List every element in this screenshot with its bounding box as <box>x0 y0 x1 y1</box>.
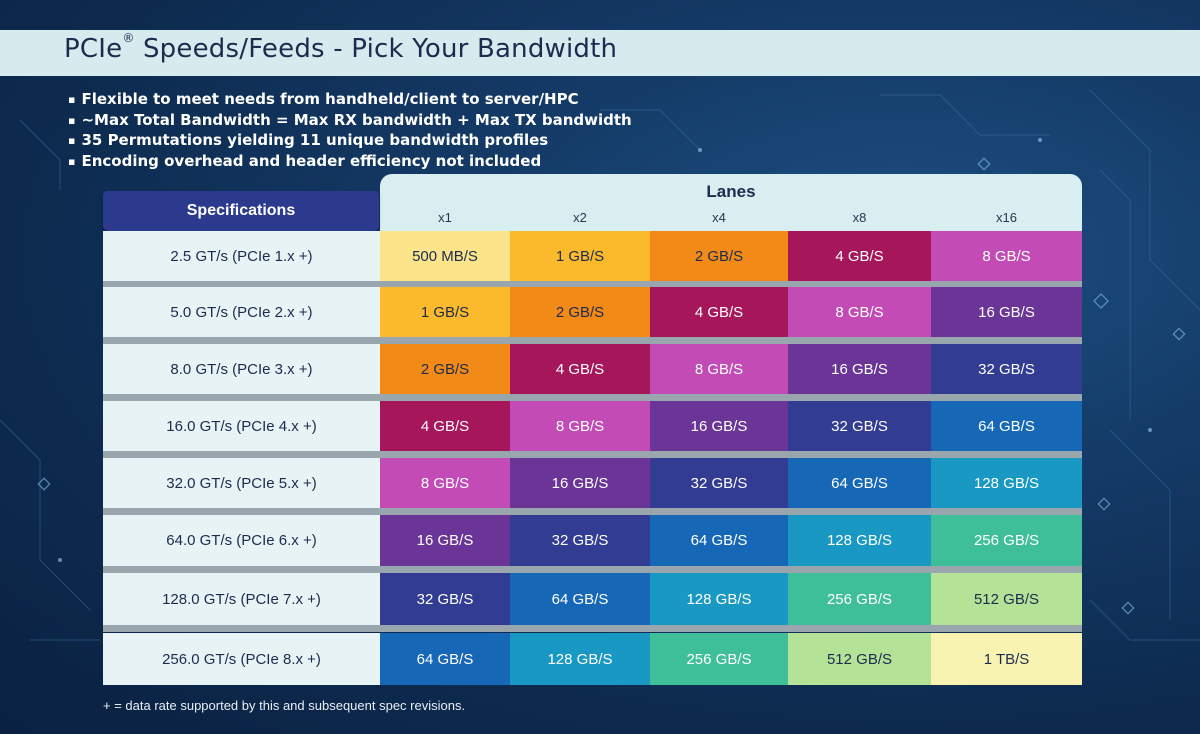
bandwidth-cell-x2: 2 GB/S <box>510 287 650 337</box>
footnote: + = data rate supported by this and subs… <box>103 698 466 713</box>
bandwidth-cell-x16: 1 TB/S <box>931 633 1082 685</box>
bullet-item: ~Max Total Bandwidth = Max RX bandwidth … <box>68 111 631 132</box>
bullet-item: Flexible to meet needs from handheld/cli… <box>68 90 632 111</box>
bandwidth-cell-x1: 4 GB/S <box>380 401 510 451</box>
bandwidth-cell-x16: 256 GB/S <box>931 515 1082 566</box>
bandwidth-cell-x4: 8 GB/S <box>650 344 788 394</box>
table-row: 32.0 GT/s (PCIe 5.x +) 8 GB/S 16 GB/S 32 GB… <box>103 458 1082 508</box>
bandwidth-cell-x4: 128 GB/S <box>650 573 788 625</box>
table-row: 8.0 GT/s (PCIe 3.x +) 2 GB/S 4 GB/S 8 GB/S 1… <box>103 344 1082 394</box>
bandwidth-cell-x1: 500 MB/S <box>380 231 510 281</box>
title-bar: PCIe® Speeds/Feeds - Pick Your Bandwidth <box>0 30 1200 76</box>
table-row: 256.0 GT/s (PCIe 8.x +) 64 GB/S 128 GB/S 25… <box>103 633 1082 685</box>
bullet-item: 35 Permutations yielding 11 unique bandw… <box>68 131 632 152</box>
spec-cell: 128.0 GT/s (PCIe 7.x +) <box>103 573 380 625</box>
lane-header-x2: x2 <box>573 210 587 225</box>
spec-cell: 2.5 GT/s (PCIe 1.x +) <box>103 231 380 281</box>
row-separator <box>103 625 1082 632</box>
bandwidth-cell-x2: 16 GB/S <box>510 458 650 508</box>
lane-header-x4: x4 <box>712 210 726 225</box>
row-separator <box>103 508 1082 515</box>
bandwidth-cell-x8: 512 GB/S <box>788 633 931 685</box>
bandwidth-cell-x8: 256 GB/S <box>788 573 931 625</box>
title-rest: Speeds/Feeds - Pick Your Bandwidth <box>134 34 618 64</box>
table-row: 64.0 GT/s (PCIe 6.x +) 16 GB/S 32 GB/S 64 G… <box>103 515 1082 566</box>
bandwidth-cell-x16: 64 GB/S <box>931 401 1082 451</box>
bandwidth-cell-x4: 16 GB/S <box>650 401 788 451</box>
bandwidth-cell-x16: 128 GB/S <box>931 458 1082 508</box>
specifications-header: Specifications <box>103 191 379 231</box>
bandwidth-cell-x8: 4 GB/S <box>788 231 931 281</box>
bandwidth-cell-x16: 8 GB/S <box>931 231 1082 281</box>
bandwidth-cell-x2: 4 GB/S <box>510 344 650 394</box>
bandwidth-cell-x4: 64 GB/S <box>650 515 788 566</box>
bandwidth-cell-x1: 8 GB/S <box>380 458 510 508</box>
row-separator <box>103 337 1082 344</box>
bandwidth-cell-x2: 128 GB/S <box>510 633 650 685</box>
table-row: 2.5 GT/s (PCIe 1.x +) 500 MB/S 1 GB/S 2 GB/… <box>103 231 1082 281</box>
row-separator <box>103 451 1082 458</box>
bandwidth-cell-x8: 16 GB/S <box>788 344 931 394</box>
bandwidth-cell-x8: 64 GB/S <box>788 458 931 508</box>
bandwidth-cell-x1: 1 GB/S <box>380 287 510 337</box>
bandwidth-cell-x2: 8 GB/S <box>510 401 650 451</box>
bandwidth-cell-x16: 32 GB/S <box>931 344 1082 394</box>
spec-cell: 5.0 GT/s (PCIe 2.x +) <box>103 287 380 337</box>
spec-cell: 8.0 GT/s (PCIe 3.x +) <box>103 344 380 394</box>
row-separator <box>103 281 1082 288</box>
bandwidth-cell-x1: 16 GB/S <box>380 515 510 566</box>
bandwidth-cell-x4: 32 GB/S <box>650 458 788 508</box>
page-title: PCIe® Speeds/Feeds - Pick Your Bandwidth <box>64 31 618 64</box>
bandwidth-cell-x1: 64 GB/S <box>380 633 510 685</box>
row-separator <box>103 566 1082 573</box>
bandwidth-cell-x16: 16 GB/S <box>931 287 1082 337</box>
bandwidth-cell-x1: 2 GB/S <box>380 344 510 394</box>
bandwidth-cell-x4: 256 GB/S <box>650 633 788 685</box>
lanes-header: Lanes x1 x2 x4 x8 x16 <box>380 174 1082 234</box>
bandwidth-cell-x8: 8 GB/S <box>788 287 931 337</box>
bandwidth-cell-x4: 2 GB/S <box>650 231 788 281</box>
bandwidth-cell-x8: 128 GB/S <box>788 515 931 566</box>
title-main: PCIe <box>64 34 123 64</box>
bandwidth-cell-x4: 4 GB/S <box>650 287 788 337</box>
table-row: 128.0 GT/s (PCIe 7.x +) 32 GB/S 64 GB/S 128… <box>103 573 1082 625</box>
table-row: 16.0 GT/s (PCIe 4.x +) 4 GB/S 8 GB/S 16 GB/… <box>103 401 1082 451</box>
bandwidth-cell-x2: 1 GB/S <box>510 231 650 281</box>
bandwidth-cell-x16: 512 GB/S <box>931 573 1082 625</box>
table-row: 5.0 GT/s (PCIe 2.x +) 1 GB/S 2 GB/S 4 GB/S 8… <box>103 287 1082 337</box>
lane-header-x8: x8 <box>852 210 867 225</box>
spec-cell: 256.0 GT/s (PCIe 8.x +) <box>103 633 380 685</box>
bandwidth-cell-x2: 64 GB/S <box>510 573 650 625</box>
spec-cell: 32.0 GT/s (PCIe 5.x +) <box>103 458 380 508</box>
row-separator <box>103 394 1082 401</box>
bandwidth-cell-x2: 32 GB/S <box>510 515 650 566</box>
registered-mark: ® <box>122 31 135 45</box>
bandwidth-cell-x8: 32 GB/S <box>788 401 931 451</box>
lane-header-x1: x1 <box>438 210 452 225</box>
lanes-title: Lanes <box>706 182 756 201</box>
bullet-list: Flexible to meet needs from handheld/cli… <box>68 90 632 173</box>
spec-cell: 16.0 GT/s (PCIe 4.x +) <box>103 401 380 451</box>
bandwidth-cell-x1: 32 GB/S <box>380 573 510 625</box>
lane-header-x16: x16 <box>996 210 1017 225</box>
spec-cell: 64.0 GT/s (PCIe 6.x +) <box>103 515 380 566</box>
bullet-item: Encoding overhead and header efficiency … <box>68 152 632 173</box>
